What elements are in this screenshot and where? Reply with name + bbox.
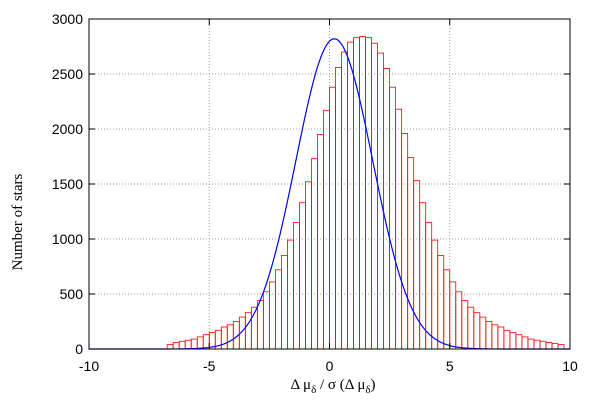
histogram-bar	[226, 324, 234, 350]
y-tick-label: 500	[60, 286, 84, 302]
x-axis-title-sub1: δ	[311, 384, 316, 396]
histogram-bar	[383, 68, 391, 350]
histogram-bar	[335, 67, 342, 350]
x-tick-label: 0	[326, 358, 334, 374]
histogram-bar	[220, 326, 228, 350]
x-tick-label: 5	[446, 358, 454, 374]
histogram-bar	[557, 344, 565, 350]
histogram-bar	[244, 312, 252, 350]
histogram-bar	[323, 109, 330, 350]
histogram-bar	[287, 239, 294, 350]
histogram-bar	[449, 281, 457, 350]
histogram-bar	[184, 339, 192, 350]
histogram-bar	[539, 340, 547, 350]
histogram-bar	[497, 326, 505, 350]
histogram-bar	[461, 300, 469, 350]
histogram-bar	[359, 36, 366, 350]
histogram-bar	[395, 108, 403, 350]
histogram-bar	[329, 86, 336, 350]
y-tick-label: 2500	[52, 66, 83, 82]
histogram-bar	[280, 255, 288, 350]
histogram-bars	[166, 36, 565, 350]
histogram-bar	[347, 41, 354, 350]
histogram-bar	[485, 321, 493, 350]
y-tick-label: 1000	[52, 231, 83, 247]
histogram-bar	[305, 181, 312, 350]
histogram-bar	[509, 332, 517, 350]
y-tick-label: 2000	[52, 121, 83, 137]
histogram-bar	[268, 281, 276, 350]
histogram-bar	[437, 255, 445, 350]
y-axis-title: Number of stars	[10, 174, 26, 271]
histogram-bar	[365, 37, 372, 350]
x-axis-title: Δ μδ / σ (Δ μδ)	[290, 377, 375, 396]
histogram-bar	[389, 86, 397, 350]
histogram-bar	[515, 334, 523, 350]
histogram-bar	[443, 269, 451, 350]
histogram-bar	[455, 291, 463, 350]
histogram-bar	[293, 222, 300, 350]
histogram-bar	[407, 157, 415, 350]
histogram-bar	[521, 336, 529, 350]
histogram-bar	[166, 344, 174, 350]
histogram-bar	[178, 340, 186, 350]
histogram-bar	[172, 341, 180, 350]
histogram-bar	[425, 222, 433, 350]
y-tick-label: 0	[75, 341, 83, 357]
histogram-bar	[413, 180, 421, 350]
x-tick-label: -10	[79, 358, 99, 374]
histogram-bar	[503, 329, 511, 350]
histogram-bar	[431, 239, 439, 350]
histogram-bar	[479, 316, 487, 350]
histogram-bar	[256, 300, 264, 350]
histogram-bar	[401, 132, 409, 350]
x-axis-title-sub2: δ	[365, 384, 370, 396]
histogram-bar	[551, 343, 559, 350]
y-axis-ticks: 0 500 1000 1500 2000 2500 3000	[52, 11, 570, 357]
histogram-bar	[190, 338, 198, 350]
x-axis-title-part2: / σ (Δ μ	[316, 377, 365, 393]
x-tick-label: 10	[562, 358, 578, 374]
histogram-bar	[274, 269, 282, 350]
histogram-bar	[202, 334, 210, 350]
histogram-bar	[527, 338, 535, 350]
x-axis-title-part1: Δ μ	[290, 377, 311, 393]
histogram-bar	[533, 339, 541, 350]
histogram-bar	[341, 51, 348, 350]
histogram-bar	[491, 324, 499, 350]
histogram-bar	[311, 158, 318, 350]
histogram-bar	[262, 291, 270, 350]
y-tick-label: 3000	[52, 11, 83, 27]
x-axis-title-part3: )	[371, 377, 376, 393]
x-tick-label: -5	[203, 358, 216, 374]
y-tick-label: 1500	[52, 176, 83, 192]
x-axis-ticks: -10 -5 0 5 10	[79, 19, 578, 374]
histogram-bar	[317, 134, 324, 350]
histogram-bar	[299, 202, 306, 350]
histogram-bar	[467, 306, 475, 350]
histogram-bar	[545, 341, 553, 350]
histogram-bar	[371, 42, 378, 350]
histogram-bar	[473, 312, 481, 350]
histogram-bar	[196, 336, 204, 350]
